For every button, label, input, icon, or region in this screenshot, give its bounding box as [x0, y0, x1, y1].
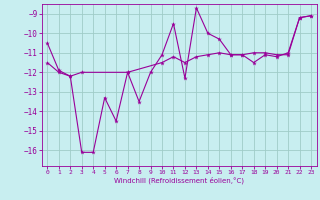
X-axis label: Windchill (Refroidissement éolien,°C): Windchill (Refroidissement éolien,°C) [114, 177, 244, 184]
